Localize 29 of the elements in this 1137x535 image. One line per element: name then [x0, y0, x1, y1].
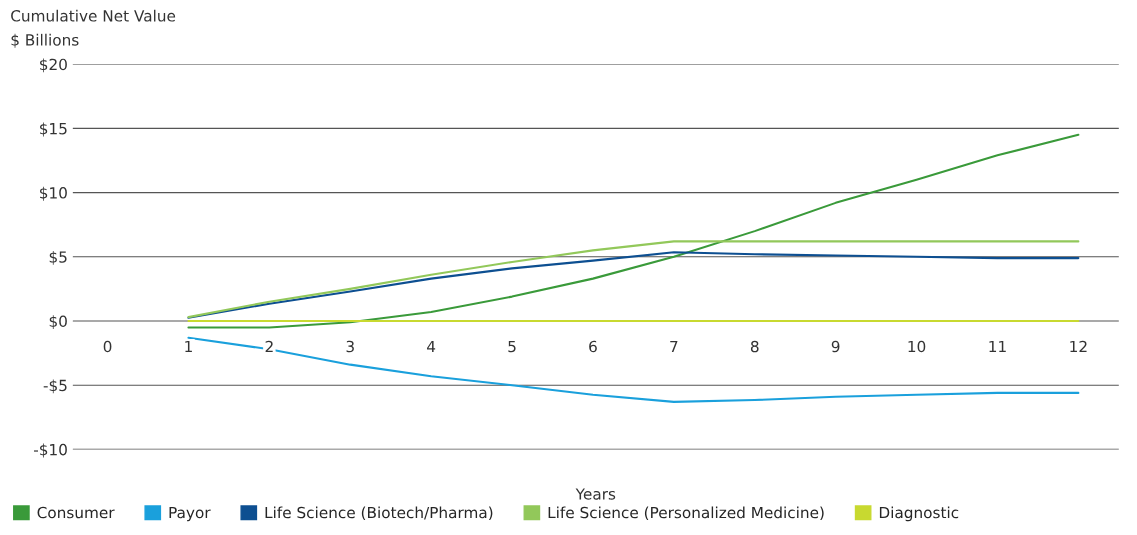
- x-tick-label: 10: [908, 340, 926, 353]
- x-tick-label: 8: [750, 340, 759, 353]
- x-tick-label: 2: [265, 340, 273, 353]
- x-tick-label: 4: [427, 340, 436, 353]
- x-tick-label: 11: [989, 340, 1006, 353]
- chart-subtitle: $ Billions: [11, 33, 79, 48]
- x-tick-label: 9: [831, 340, 840, 353]
- line-series: [187, 133, 1080, 329]
- legend-label: Life Science (Personalized Medicine): [548, 506, 824, 521]
- x-axis-title: Years: [575, 488, 616, 500]
- x-tick-label: 3: [346, 340, 354, 353]
- y-tick-label: $15: [40, 122, 67, 137]
- x-tick-label: 0: [103, 340, 112, 353]
- y-tick-label: $10: [40, 186, 67, 201]
- x-tick-label: 12: [1070, 340, 1087, 353]
- legend-label: Payor: [169, 506, 211, 522]
- x-tick-label: 7: [670, 340, 678, 353]
- chart-title: Cumulative Net Value: [11, 9, 176, 22]
- y-tick-label: $20: [40, 58, 67, 73]
- y-tick-label: -$5: [43, 379, 67, 394]
- x-tick-label: 5: [508, 340, 516, 353]
- legend-label: Life Science (Biotech/Pharma): [265, 506, 493, 521]
- y-tick-label: $5: [49, 251, 67, 265]
- y-tick-label: $0: [49, 315, 67, 330]
- legend-label: Consumer: [37, 506, 115, 519]
- y-tick-label: -$10: [33, 443, 67, 458]
- legend-label: Diagnostic: [879, 506, 959, 522]
- x-tick-label: 6: [589, 340, 597, 353]
- x-tick-label: 1: [185, 340, 192, 353]
